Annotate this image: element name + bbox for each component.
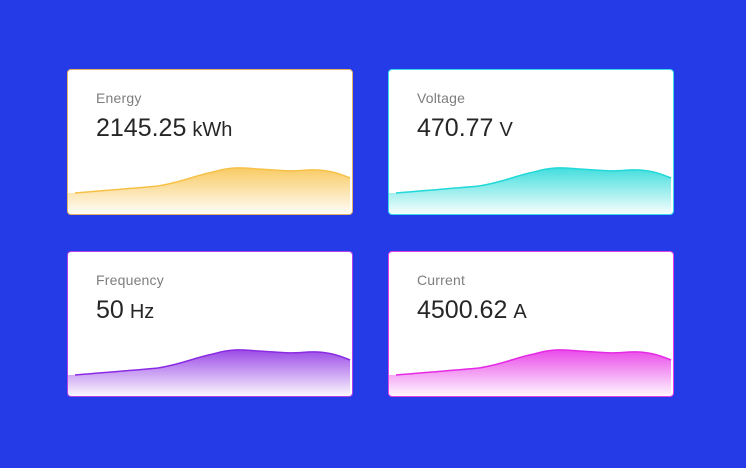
voltage-sparkline-area bbox=[389, 167, 671, 214]
frequency-unit: Hz bbox=[129, 301, 155, 323]
current-sparkline bbox=[389, 349, 672, 396]
energy-unit: kWh bbox=[192, 119, 233, 141]
voltage-value: 470.77 bbox=[417, 114, 494, 142]
voltage-label: Voltage bbox=[417, 90, 466, 106]
frequency-card: Frequency 50 Hz bbox=[67, 251, 353, 397]
energy-card: Energy 2145.25 kWh bbox=[67, 69, 353, 215]
frequency-label: Frequency bbox=[96, 272, 164, 288]
frequency-sparkline-line bbox=[74, 349, 351, 376]
voltage-sparkline-line bbox=[395, 167, 672, 194]
energy-sparkline-line bbox=[74, 167, 351, 194]
voltage-sparkline bbox=[389, 167, 672, 214]
current-sparkline-line bbox=[395, 349, 672, 376]
energy-sparkline bbox=[68, 167, 351, 214]
energy-sparkline-area bbox=[68, 167, 350, 214]
voltage-value-display: 470.77 V bbox=[417, 114, 513, 143]
current-label: Current bbox=[417, 272, 466, 288]
energy-value-display: 2145.25 kWh bbox=[96, 114, 232, 143]
voltage-unit: V bbox=[499, 119, 513, 141]
energy-label: Energy bbox=[96, 90, 142, 106]
current-unit: A bbox=[513, 301, 527, 323]
current-value: 4500.62 bbox=[417, 296, 508, 324]
frequency-value-display: 50 Hz bbox=[96, 296, 154, 325]
frequency-value: 50 bbox=[96, 296, 124, 324]
frequency-sparkline-area bbox=[68, 349, 350, 396]
current-card: Current 4500.62 A bbox=[388, 251, 674, 397]
energy-value: 2145.25 bbox=[96, 114, 187, 142]
frequency-sparkline bbox=[68, 349, 351, 396]
voltage-card: Voltage 470.77 V bbox=[388, 69, 674, 215]
current-value-display: 4500.62 A bbox=[417, 296, 527, 325]
current-sparkline-area bbox=[389, 349, 671, 396]
